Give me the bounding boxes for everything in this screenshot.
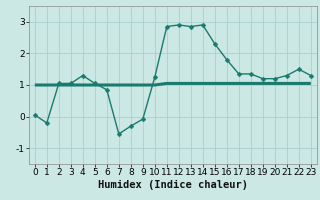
X-axis label: Humidex (Indice chaleur): Humidex (Indice chaleur) (98, 180, 248, 190)
